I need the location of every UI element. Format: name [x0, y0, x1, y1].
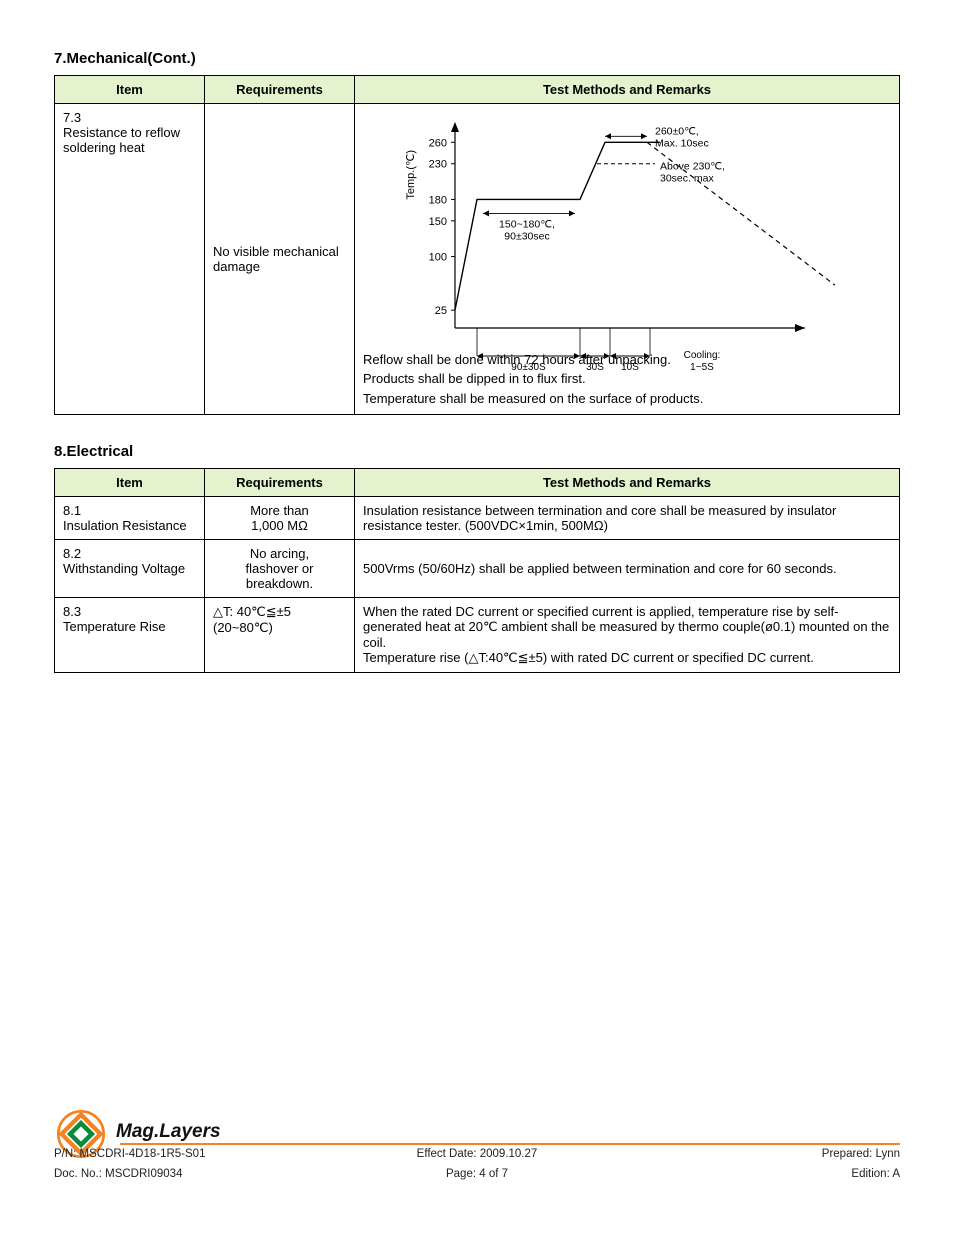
footnote-3: Temperature shall be measured on the sur… — [363, 389, 703, 409]
th-item: Item — [55, 76, 205, 104]
th2-req: Requirements — [205, 469, 355, 497]
svg-text:150~180℃,90±30sec: 150~180℃,90±30sec — [499, 218, 555, 242]
footer-text-block: P/N: MSCDRI-4D18-1R5-S01 Prepared: Lynn … — [54, 1144, 900, 1185]
th-req: Requirements — [205, 76, 355, 104]
cell-8-1-item: 8.1 Insulation Resistance — [55, 497, 205, 540]
cell-req-7-3: No visible mechanical damage — [205, 104, 355, 415]
section-title-mechanical: 7.Mechanical(Cont.) — [54, 50, 900, 67]
footer-effect: Effect Date: 2009.10.27 — [417, 1148, 538, 1160]
svg-text:260±0℃,Max. 10sec: 260±0℃,Max. 10sec — [655, 125, 709, 149]
chart-footnotes: Reflow shall be done within 72 hours aft… — [363, 350, 703, 409]
cell-8-3-test: When the rated DC current or specified c… — [355, 598, 900, 673]
cell-8-3-req: △T: 40℃≦±5 (20~80℃) — [205, 598, 355, 673]
cell-8-2-test: 500Vrms (50/60Hz) shall be applied betwe… — [355, 540, 900, 598]
cell-item-7-3: 7.3 Resistance to reflow soldering heat — [55, 104, 205, 415]
company-name: Mag.Layers — [116, 1121, 221, 1143]
th-test: Test Methods and Remarks — [355, 76, 900, 104]
svg-text:Temp.(℃): Temp.(℃) — [405, 150, 417, 200]
svg-text:230: 230 — [429, 159, 447, 171]
cell-8-2-item: 8.2 Withstanding Voltage — [55, 540, 205, 598]
cell-8-2-req: No arcing, flashover or breakdown. — [205, 540, 355, 598]
cell-8-1-req: More than 1,000 MΩ — [205, 497, 355, 540]
th2-test: Test Methods and Remarks — [355, 469, 900, 497]
th2-item: Item — [55, 469, 205, 497]
svg-text:180: 180 — [429, 194, 447, 206]
cell-8-3-item: 8.3 Temperature Rise — [55, 598, 205, 673]
cell-test-7-3: 25100150180230260Temp.(℃)90±30S30S10SCoo… — [355, 104, 900, 415]
table-electrical: Item Requirements Test Methods and Remar… — [54, 468, 900, 673]
footnote-2: Products shall be dipped in to flux firs… — [363, 369, 703, 389]
svg-text:25: 25 — [435, 305, 447, 317]
svg-text:260: 260 — [429, 137, 447, 149]
reflow-profile-chart: 25100150180230260Temp.(℃)90±30S30S10SCoo… — [355, 104, 899, 414]
footnote-1: Reflow shall be done within 72 hours aft… — [363, 350, 703, 370]
footer-page: Page: 4 of 7 — [446, 1168, 508, 1180]
table-mechanical: Item Requirements Test Methods and Remar… — [54, 75, 900, 415]
svg-text:Above 230℃,30sec. max: Above 230℃,30sec. max — [660, 161, 725, 185]
section-title-electrical: 8.Electrical — [54, 443, 900, 460]
svg-text:100: 100 — [429, 252, 447, 264]
cell-8-1-test: Insulation resistance between terminatio… — [355, 497, 900, 540]
svg-text:150: 150 — [429, 216, 447, 228]
page-footer: Mag.Layers P/N: MSCDRI-4D18-1R5-S01 Prep… — [54, 1099, 900, 1145]
